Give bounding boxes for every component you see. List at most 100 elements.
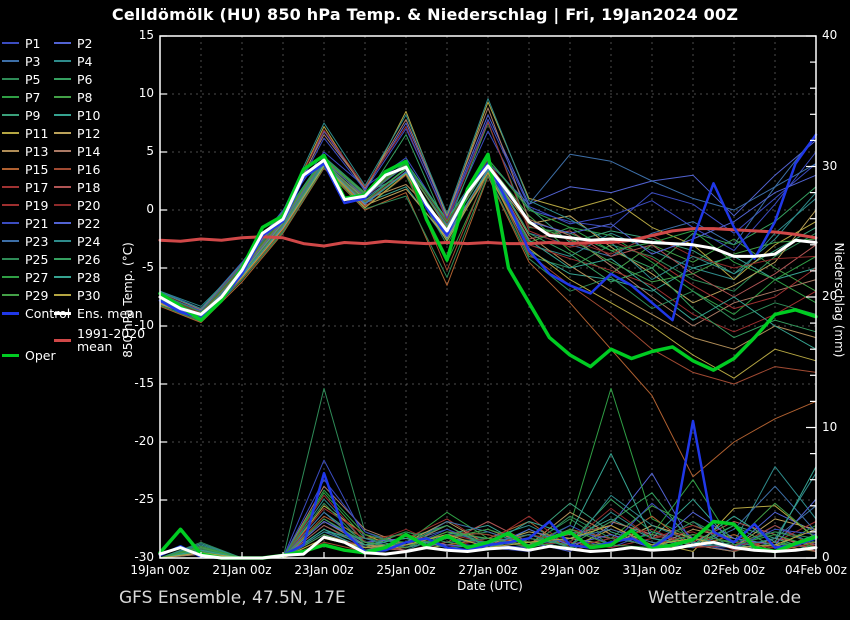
legend-item-p19: P19	[2, 196, 48, 214]
x-tick-label: 29Jan 00z	[540, 563, 600, 577]
legend-item-p30-label: P30	[77, 287, 101, 303]
left-tick-label: -5	[142, 260, 154, 274]
legend-item-p21-label: P21	[25, 215, 49, 231]
legend-item-p28-color-dash	[54, 276, 71, 278]
legend-item-p5: P5	[2, 70, 41, 88]
legend-item-p4-color-dash	[54, 60, 71, 62]
legend-item-p6-color-dash	[54, 78, 71, 80]
legend-item-p27-color-dash	[2, 276, 19, 278]
legend-item-p16-color-dash	[54, 168, 71, 170]
right-tick-label: 30	[822, 158, 838, 173]
legend-item-p14: P14	[54, 142, 100, 160]
legend-item-p29: P29	[2, 286, 48, 304]
legend-item-control-color-dash	[2, 311, 19, 315]
legend-item-p18-color-dash	[54, 186, 71, 188]
member-p28-temp-line	[159, 164, 817, 350]
legend-item-ens-mean-label: Ens. mean	[77, 305, 143, 321]
x-tick-label: 25Jan 00z	[376, 563, 436, 577]
legend-item-p16-label: P16	[77, 161, 101, 177]
legend-item-p25-color-dash	[2, 258, 19, 260]
legend-item-p18: P18	[54, 178, 100, 196]
legend-item-p14-color-dash	[54, 150, 71, 152]
legend-item-p24-label: P24	[77, 233, 101, 249]
legend-item-p25: P25	[2, 250, 48, 268]
legend-item-p26-label: P26	[77, 251, 101, 267]
legend-item-p11-color-dash	[2, 132, 19, 134]
ens-mean-precip-line	[158, 535, 818, 560]
ens-mean-temp-line	[158, 158, 818, 316]
legend-item-p29-label: P29	[25, 287, 49, 303]
legend-item-p19-color-dash	[2, 204, 19, 206]
legend-item-ens-mean: Ens. mean	[54, 304, 143, 322]
x-tick-label: 04Feb 00z	[785, 563, 847, 577]
legend-item-p13-color-dash	[2, 150, 19, 152]
x-tick-label: 31Jan 00z	[622, 563, 682, 577]
legend-item-oper-color-dash	[2, 353, 19, 357]
legend-item-p12-label: P12	[77, 125, 101, 141]
legend-item-p12: P12	[54, 124, 100, 142]
member-p7-precip-line	[159, 387, 817, 559]
right-axis-title: Niederschlag (mm)	[832, 242, 846, 358]
legend-item-p22-label: P22	[77, 215, 101, 231]
legend-item-p22-color-dash	[54, 222, 71, 224]
right-tick-label: 0	[822, 550, 830, 564]
1991-2020-mean-temp-line	[158, 227, 818, 248]
legend-item-p5-color-dash	[2, 78, 19, 80]
member-p19-temp-line	[159, 166, 817, 333]
legend-item-p13-label: P13	[25, 143, 49, 159]
right-tick-label: 40	[822, 28, 838, 42]
legend-item-p4-label: P4	[77, 53, 93, 69]
footer-model-info: GFS Ensemble, 47.5N, 17E	[119, 588, 346, 608]
legend-item-p2-color-dash	[54, 42, 71, 44]
legend-item-p27-label: P27	[25, 269, 49, 285]
legend-item-p18-label: P18	[77, 179, 101, 195]
x-tick-label: 21Jan 00z	[212, 563, 272, 577]
left-axis-title: 850 hPa Temp. (°C)	[121, 242, 135, 358]
legend-item-p9-label: P9	[25, 107, 41, 123]
left-tick-label: -20	[134, 434, 154, 448]
legend-item-p8-color-dash	[54, 96, 71, 98]
legend-item-p22: P22	[54, 214, 100, 232]
left-tick-label: -10	[134, 318, 154, 332]
legend-item-p7-label: P7	[25, 89, 41, 105]
legend-item-p7: P7	[2, 88, 41, 106]
legend-item-p17-color-dash	[2, 186, 19, 188]
legend-item-p5-label: P5	[25, 71, 41, 87]
legend-item-p2-label: P2	[77, 35, 93, 51]
x-tick-label: 02Feb 00z	[703, 563, 765, 577]
member-p16-temp-line	[159, 163, 817, 385]
legend-item-1991-2020-mean-color-dash	[54, 338, 71, 342]
legend-item-p28-label: P28	[77, 269, 101, 285]
legend-item-p30: P30	[54, 286, 100, 304]
legend-item-p15-color-dash	[2, 168, 19, 170]
legend-item-p24: P24	[54, 232, 100, 250]
legend-item-oper-label: Oper	[25, 347, 56, 363]
legend-item-p23: P23	[2, 232, 48, 250]
legend-item-p10: P10	[54, 106, 100, 124]
legend-item-p1-color-dash	[2, 42, 19, 44]
member-p25-temp-line	[159, 166, 817, 322]
legend-item-p20-label: P20	[77, 197, 101, 213]
legend-item-p13: P13	[2, 142, 48, 160]
legend-item-p2: P2	[54, 34, 93, 52]
legend-item-oper: Oper	[2, 346, 56, 364]
x-axis-title: Date (UTC)	[457, 579, 523, 593]
legend-item-p8-label: P8	[77, 89, 93, 105]
legend-item-control-label: Control	[25, 305, 71, 321]
legend-item-p16: P16	[54, 160, 100, 178]
member-p15-temp-line	[159, 167, 817, 478]
legend-item-p27: P27	[2, 268, 48, 286]
legend-item-1991-2020-mean-label: 1991-2020 mean	[77, 326, 146, 354]
legend-item-p11: P11	[2, 124, 48, 142]
left-tick-label: 0	[146, 202, 154, 216]
legend-item-p20: P20	[54, 196, 100, 214]
legend-item-p6-label: P6	[77, 71, 93, 87]
legend-item-p3: P3	[2, 52, 41, 70]
legend-item-ens-mean-color-dash	[54, 311, 71, 315]
legend-item-p24-color-dash	[54, 240, 71, 242]
x-tick-label: 23Jan 00z	[294, 563, 354, 577]
member-p21-temp-line	[159, 119, 817, 312]
legend-item-p11-label: P11	[25, 125, 49, 141]
left-tick-label: 15	[138, 28, 154, 42]
right-tick-label: 10	[822, 419, 838, 434]
